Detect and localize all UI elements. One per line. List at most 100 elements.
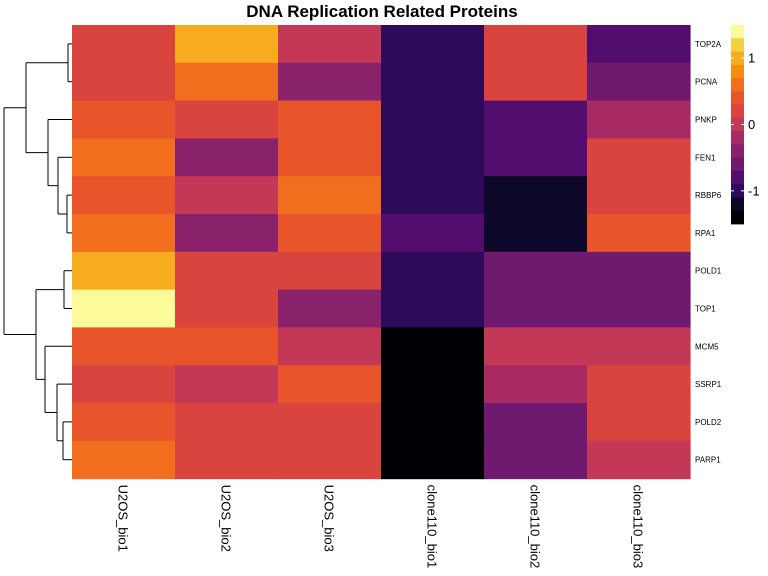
heatmap-cell [381, 62, 485, 102]
heatmap-cell [175, 25, 279, 64]
heatmap-cell [484, 365, 588, 404]
heatmap-cell [72, 25, 176, 64]
column-label: clone110_bio3 [631, 485, 646, 569]
row-label: SSRP1 [695, 380, 722, 389]
heatmap-cell [381, 289, 485, 328]
heatmap-cell [72, 403, 176, 442]
heatmap-cell [175, 100, 279, 139]
heatmap-cell [381, 403, 485, 442]
heatmap-cell [587, 138, 691, 177]
heatmap-cell [587, 327, 691, 366]
heatmap-cell [278, 62, 382, 102]
row-label: POLD1 [695, 267, 722, 276]
heatmap-cell [278, 289, 382, 328]
heatmap-cell [175, 214, 279, 253]
legend-swatch [731, 157, 744, 172]
heatmap-cell [484, 176, 588, 215]
heatmap-cell [175, 440, 279, 480]
heatmap-cell [381, 365, 485, 404]
heatmap-cell [381, 251, 485, 291]
heatmap-cell [278, 440, 382, 480]
legend-swatch [731, 210, 744, 225]
heatmap-cell [484, 25, 588, 64]
heatmap-cell [278, 100, 382, 139]
heatmap-cell [381, 25, 485, 64]
heatmap-cell [72, 62, 176, 102]
legend-swatch [731, 131, 744, 145]
legend-swatch [731, 170, 744, 185]
heatmap-cell [278, 214, 382, 253]
heatmap-cell [484, 440, 588, 480]
heatmap-cell [72, 138, 176, 177]
legend-swatch [731, 64, 744, 79]
legend-swatch [731, 144, 744, 159]
heatmap-cell [484, 138, 588, 177]
color-legend: 1 0 -1 [731, 25, 760, 225]
legend-swatch [731, 197, 744, 212]
legend-swatch [731, 117, 744, 132]
legend-swatch [731, 51, 744, 66]
heatmap-cell [484, 100, 588, 139]
heatmap-cell [278, 25, 382, 64]
legend-swatch [731, 78, 744, 92]
heatmap-cell [278, 176, 382, 215]
heatmap-cell [175, 251, 279, 291]
column-label: clone110_bio2 [528, 485, 543, 569]
heatmap-cell [381, 100, 485, 139]
heatmap-cell [587, 62, 691, 102]
row-label: MCM5 [695, 342, 719, 351]
heatmap-cell [175, 289, 279, 328]
heatmap-cell [484, 62, 588, 102]
heatmap-cell [587, 100, 691, 139]
column-labels: U2OS_bio1 U2OS_bio2 U2OS_bio3 clone110_bio1… [116, 485, 646, 569]
heatmap-cell [278, 365, 382, 404]
heatmap-cell [381, 327, 485, 366]
heatmap-cell [175, 327, 279, 366]
heatmap-cell [72, 251, 176, 291]
heatmap-cell [587, 289, 691, 328]
heatmap-cell [587, 365, 691, 404]
heatmap-cell [587, 440, 691, 480]
heatmap-cell [72, 176, 176, 215]
column-label: U2OS_bio2 [219, 485, 234, 552]
heatmap-cell [587, 176, 691, 215]
heatmap-cell [175, 403, 279, 442]
heatmap-cell [484, 327, 588, 366]
row-label: RPA1 [695, 229, 716, 238]
heatmap-cell [175, 176, 279, 215]
legend-swatch [731, 38, 744, 52]
row-label: PARP1 [695, 456, 721, 465]
heatmap-cell [278, 403, 382, 442]
legend-tick-label: 0 [748, 117, 755, 132]
heatmap-cell [381, 176, 485, 215]
row-label: POLD2 [695, 418, 722, 427]
column-label: U2OS_bio3 [322, 485, 337, 552]
row-label: PNKP [695, 116, 717, 125]
row-label: FEN1 [695, 153, 716, 162]
heatmap-cell [381, 440, 485, 480]
legend-swatch [731, 104, 744, 119]
heatmap-cell [278, 327, 382, 366]
heatmap-cell [587, 251, 691, 291]
heatmap-cell [278, 138, 382, 177]
column-label: clone110_bio1 [425, 485, 440, 569]
heatmap-cell [72, 289, 176, 328]
heatmap-cell [381, 138, 485, 177]
legend-tick-label: -1 [748, 183, 760, 198]
heatmap-cell [175, 138, 279, 177]
heatmap-cell [587, 25, 691, 64]
heatmap-cell [484, 251, 588, 291]
heatmap-cell [72, 365, 176, 404]
row-dendrogram [3, 43, 72, 461]
heatmap-cells [72, 25, 691, 480]
legend-swatch [731, 91, 744, 105]
heatmap-cell [175, 365, 279, 404]
legend-swatch [731, 25, 744, 39]
row-label: RBBP6 [695, 191, 722, 200]
row-label: TOP2A [695, 40, 722, 49]
heatmap-cell [381, 214, 485, 253]
chart-title: DNA Replication Related Proteins [246, 2, 517, 21]
heatmap-cell [72, 440, 176, 480]
row-label: PCNA [695, 78, 718, 87]
